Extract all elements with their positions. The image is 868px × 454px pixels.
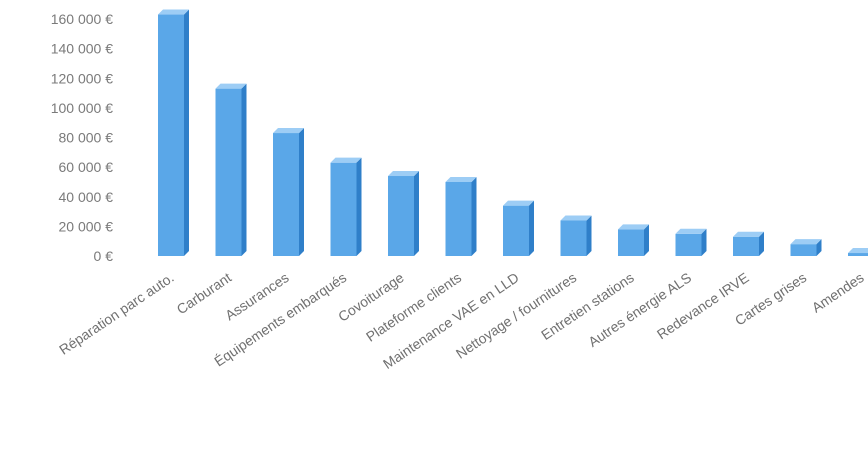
x-axis-labels: Réparation parc auto.CarburantAssurances… [56, 269, 867, 372]
bar-top [733, 231, 764, 237]
bar [330, 157, 362, 256]
bar [503, 200, 534, 256]
bar-top [215, 83, 247, 89]
y-tick-label: 140 000 € [51, 41, 113, 57]
bar [675, 228, 707, 256]
x-category-label: Plateforme clients [363, 269, 464, 344]
bar-top [273, 128, 304, 134]
bar-front [273, 133, 299, 256]
bar-side [586, 215, 592, 256]
bar-front [848, 253, 868, 256]
y-axis: 0 € 20 000 € 40 000 € 60 000 € 80 000 € 100 0… [51, 11, 114, 264]
y-tick-label: 20 000 € [59, 218, 114, 234]
y-tick-label: 100 000 € [51, 100, 113, 116]
bar-front [790, 244, 817, 256]
bar-top [503, 200, 534, 206]
bar-side [471, 176, 477, 256]
x-category-label: Réparation parc auto. [56, 269, 177, 358]
bar [618, 224, 649, 256]
bar-front [618, 229, 644, 256]
bar-side [241, 83, 247, 257]
bar-front [330, 162, 357, 256]
bar-top [675, 228, 707, 234]
bar-top [158, 9, 189, 15]
y-tick-label: 160 000 € [51, 11, 113, 27]
bar-top [848, 248, 868, 254]
bar-side [529, 200, 534, 256]
bar [733, 231, 764, 256]
bar-front [675, 233, 702, 256]
bar [790, 239, 822, 256]
y-tick-label: 80 000 € [59, 130, 114, 146]
bar-side [356, 157, 362, 256]
bar-side [184, 9, 189, 257]
bar-front [445, 181, 472, 256]
bar-side [644, 224, 649, 256]
bar-side [701, 228, 707, 256]
bar-top [388, 171, 419, 177]
bar [445, 176, 477, 256]
bar-top [330, 157, 362, 163]
bar-top [618, 224, 649, 230]
bar-front [503, 205, 529, 256]
y-tick-label: 60 000 € [59, 159, 114, 175]
bar-front [733, 236, 759, 256]
bar-front [215, 88, 242, 257]
bar-side [759, 231, 764, 256]
y-tick-label: 40 000 € [59, 189, 114, 205]
bar [560, 215, 592, 256]
bar-side [299, 128, 304, 256]
y-tick-label: 120 000 € [51, 70, 113, 86]
bar [848, 248, 868, 256]
bar [388, 171, 419, 256]
y-tick-label: 0 € [94, 248, 114, 264]
bars-group [158, 9, 868, 257]
bar [215, 83, 247, 257]
bar-top [560, 215, 592, 221]
bar-front [560, 220, 587, 256]
bar-top [790, 239, 822, 245]
bar [158, 9, 189, 257]
bar [273, 128, 304, 256]
bar-front [388, 176, 414, 256]
bar-side [414, 171, 419, 256]
bar-top [445, 176, 477, 182]
x-category-label: Autres énergie ALS [585, 269, 694, 350]
bar-side [816, 239, 822, 256]
x-category-label: Amendes [809, 269, 867, 315]
bar-front [158, 14, 184, 257]
